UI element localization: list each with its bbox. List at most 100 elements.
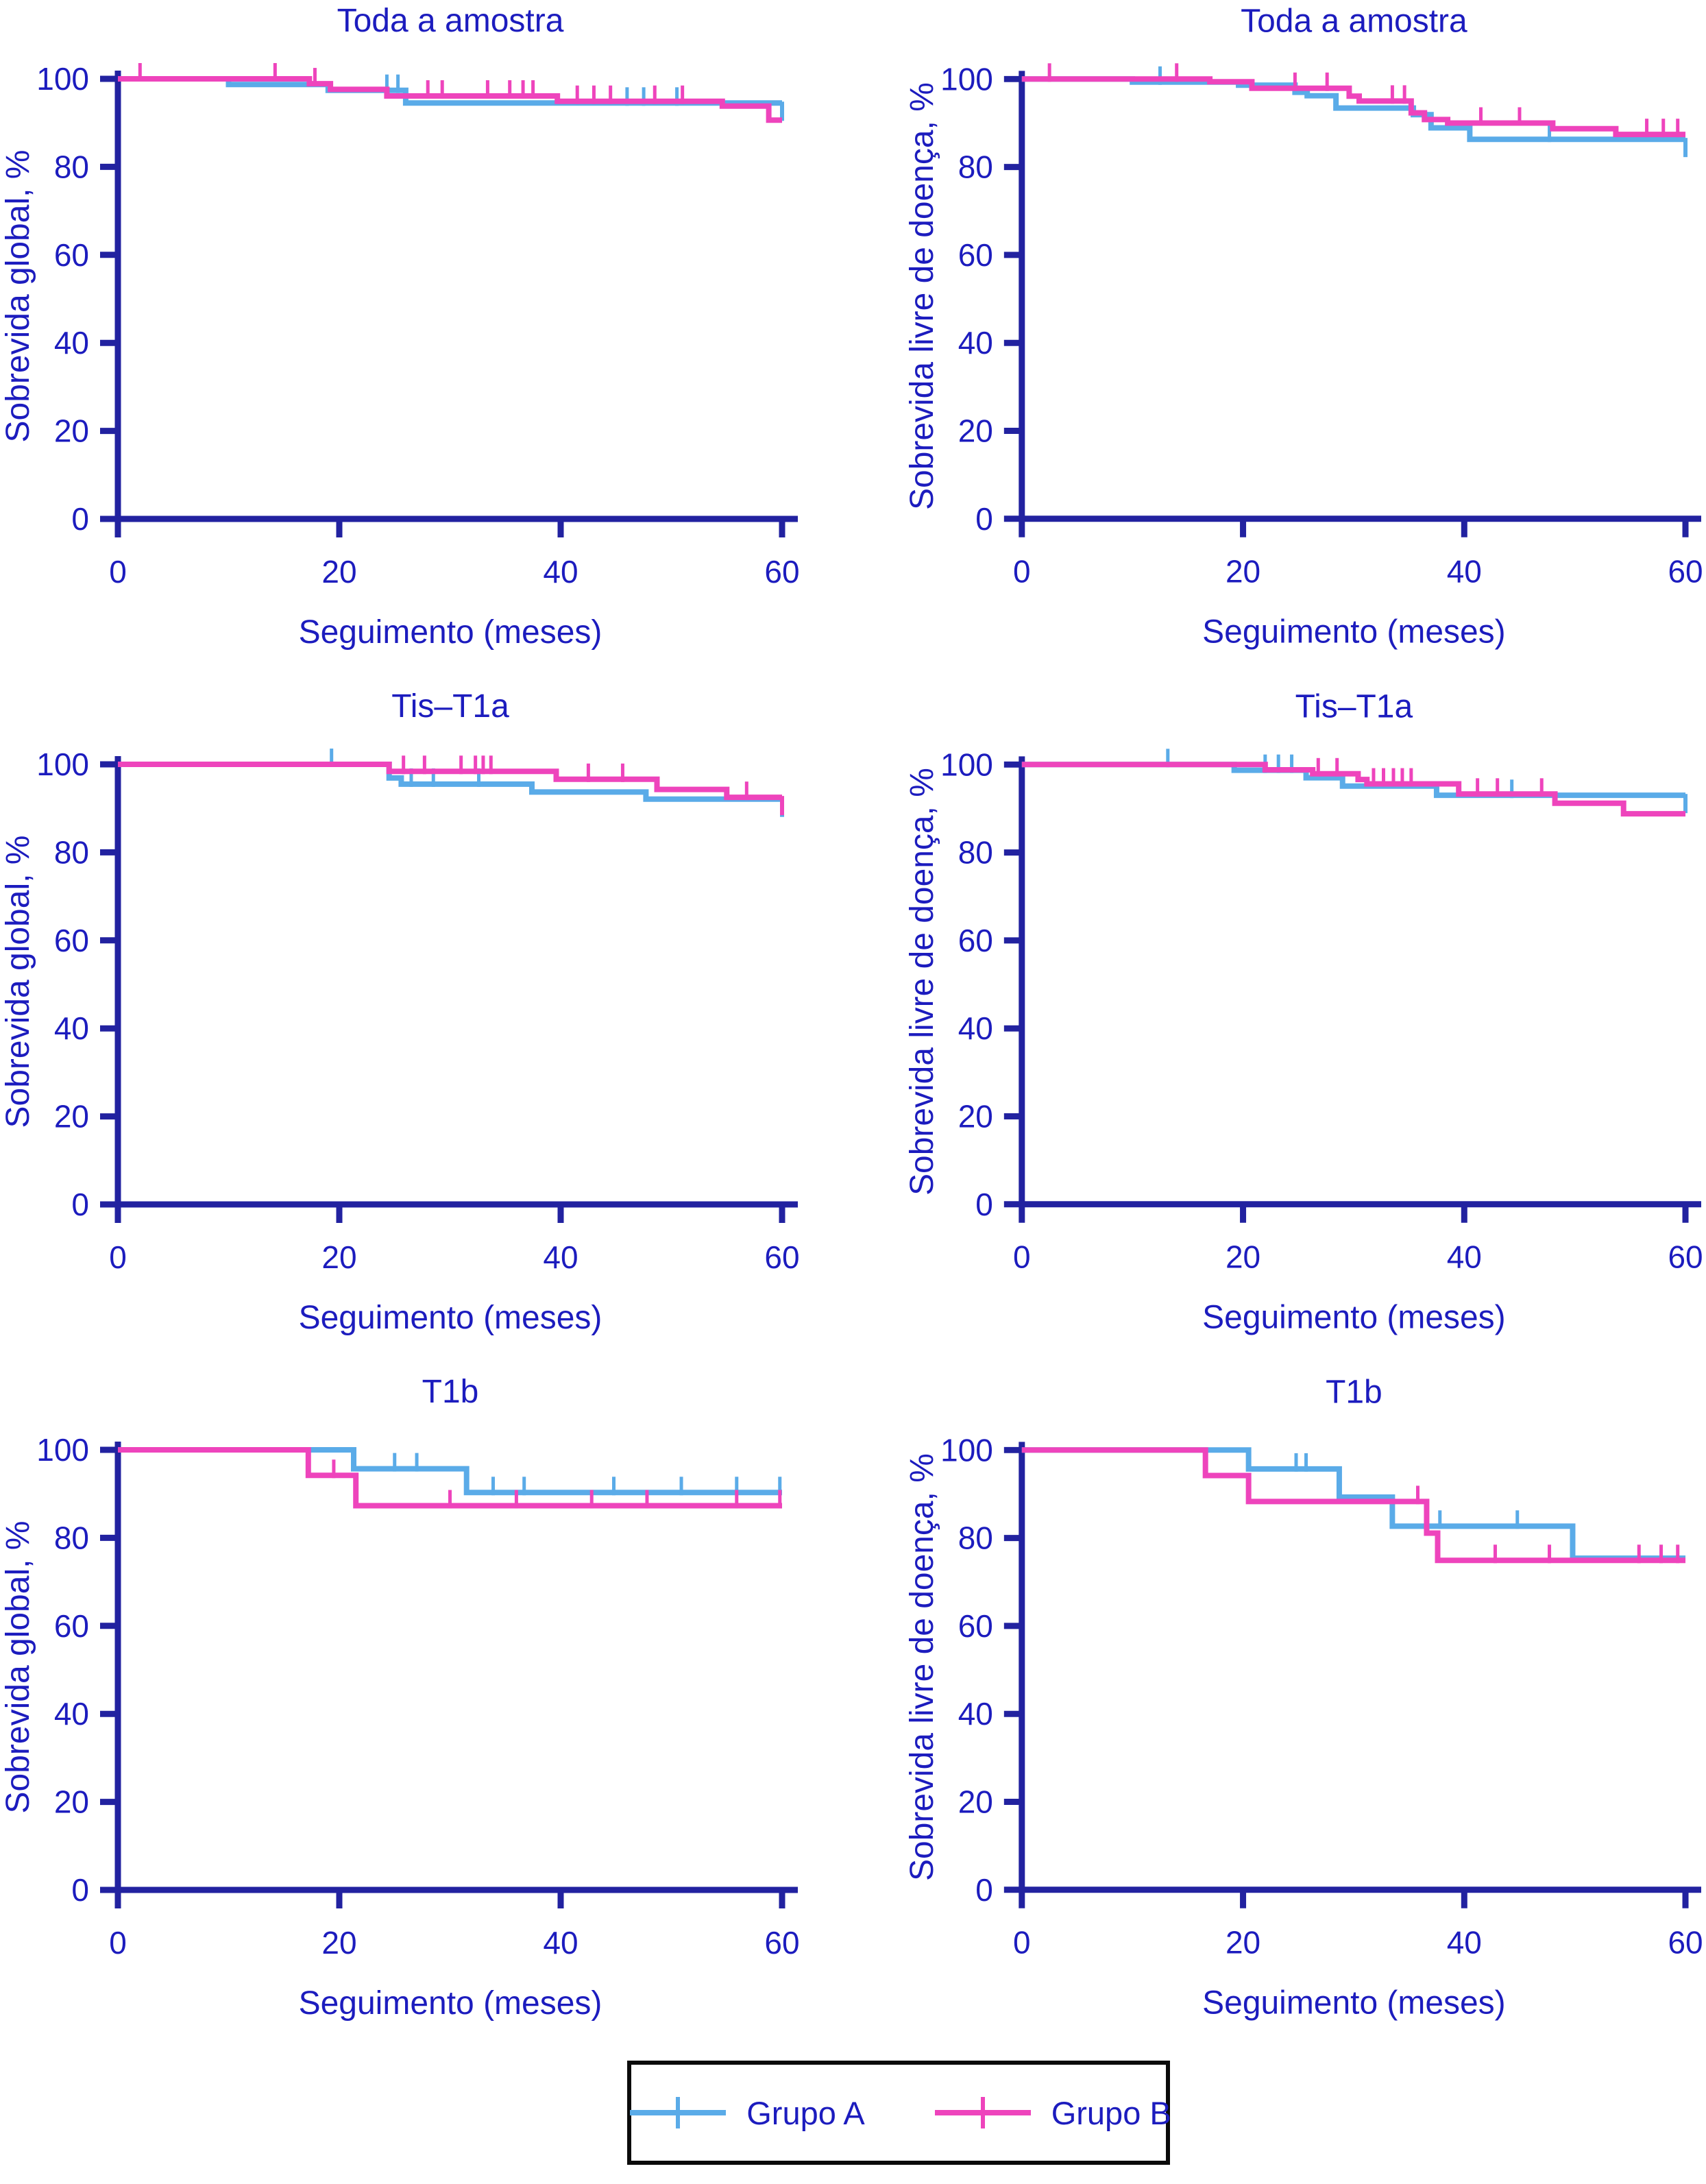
y-tick-label: 100: [940, 61, 993, 97]
chart-os-tis-t1a: Tis–T1a 0 20 40 60 80 100 0 20 40 60 Seguimento (me…: [0, 688, 800, 1336]
y-tick-label: 0: [71, 1187, 89, 1222]
y-tick-label: 100: [36, 747, 89, 782]
y-tick-label: 80: [958, 149, 993, 185]
y-axis-label: Sobrevida livre de doença, %: [904, 82, 940, 510]
x-tick-label: 60: [1668, 1925, 1703, 1961]
x-tick-label: 60: [1668, 1239, 1703, 1275]
y-tick-label: 40: [958, 325, 993, 361]
y-tick-label: 0: [71, 1872, 89, 1908]
chart-os-toda-a-amostra: Toda a amostra 0 20 40 60 80 100 0 20 40 60 Seguime…: [0, 3, 800, 651]
x-tick-label: 20: [321, 1239, 356, 1275]
legend-label-grupo-a: Grupo A: [746, 2094, 865, 2131]
y-tick-label: 100: [36, 1432, 89, 1468]
y-tick-label: 20: [54, 1784, 89, 1820]
legend: Grupo A Grupo B: [626, 2061, 1171, 2165]
x-tick-label: 60: [764, 1925, 799, 1961]
x-tick-label: 0: [1013, 1925, 1031, 1961]
x-tick-label: 60: [1668, 554, 1703, 590]
y-axis-label: Sobrevida global, %: [0, 150, 36, 443]
chart-dfs-tis-t1a: Tis–T1a 0 20 40 60 80 100 0 20 40 60 Seguimento (me…: [904, 688, 1703, 1335]
y-tick-label: 80: [54, 834, 89, 870]
x-tick-label: 0: [1013, 554, 1031, 590]
x-tick-label: 60: [764, 554, 799, 590]
panel-os-toda-a-amostra: Toda a amostra 0 20 40 60 80 100 0 20 40 60 Seguime…: [0, 0, 853, 685]
x-tick-label: 20: [1226, 554, 1260, 590]
y-tick-label: 40: [54, 325, 89, 361]
series-grupo-a: [118, 749, 784, 817]
survival-step-curve: [1021, 76, 1686, 138]
x-tick-label: 40: [1447, 1239, 1482, 1275]
x-tick-label: 0: [109, 554, 127, 590]
y-tick-label: 40: [54, 1696, 89, 1732]
panel-os-tis-t1a: Tis–T1a 0 20 40 60 80 100 0 20 40 60 Seguimento (me…: [0, 685, 853, 1371]
y-tick-label: 20: [958, 1098, 993, 1134]
legend-item-grupo-b: Grupo B: [931, 2091, 1171, 2134]
y-tick-label: 80: [958, 835, 993, 871]
series-grupo-b: [1021, 757, 1686, 817]
y-tick-label: 0: [975, 1872, 993, 1908]
panel-title: T1b: [422, 1374, 479, 1410]
y-tick-label: 60: [54, 1608, 89, 1644]
chart-dfs-t1b: T1b 0 20 40 60 80 100 0 20 40 60 Seguimento (meses)…: [904, 1374, 1703, 2022]
y-tick-label: 40: [958, 1696, 993, 1732]
survival-step-curve: [1021, 1447, 1686, 1562]
grupo-b-line-marker: [934, 2097, 1031, 2128]
grupo-a-line-marker: [630, 2097, 727, 2128]
survival-step-curve: [1021, 1447, 1686, 1564]
x-tick-label: 20: [1226, 1239, 1260, 1275]
legend-item-grupo-a: Grupo A: [626, 2091, 865, 2134]
x-axis-label: Seguimento (meses): [299, 1300, 602, 1336]
panel-title: Tis–T1a: [1295, 688, 1413, 725]
survival-step-curve: [118, 1447, 782, 1496]
panel-dfs-tis-t1a: Tis–T1a 0 20 40 60 80 100 0 20 40 60 Seguimento (me…: [853, 685, 1706, 1371]
survival-step-curve: [1021, 762, 1686, 817]
x-tick-label: 40: [1447, 554, 1482, 590]
y-tick-label: 40: [958, 1010, 993, 1046]
survival-step-curve: [118, 762, 782, 801]
y-axis-label: Sobrevida global, %: [0, 1521, 36, 1814]
y-tick-label: 20: [958, 1784, 993, 1819]
x-tick-label: 0: [109, 1239, 127, 1275]
y-tick-label: 100: [940, 747, 993, 782]
x-tick-label: 40: [543, 554, 578, 590]
y-axis-label: Sobrevida livre de doença, %: [904, 768, 940, 1196]
panel-title: T1b: [1326, 1374, 1382, 1410]
chart-dfs-toda-a-amostra: Toda a amostra 0 20 40 60 80 100 0 20 40 60 Seguime…: [904, 3, 1703, 651]
x-tick-label: 20: [1226, 1925, 1260, 1961]
series-grupo-b: [118, 755, 784, 816]
y-tick-label: 0: [975, 1187, 993, 1222]
x-axis-label: Seguimento (meses): [299, 614, 602, 651]
x-tick-label: 60: [764, 1239, 799, 1275]
x-tick-label: 20: [321, 554, 356, 590]
panel-dfs-toda-a-amostra: Toda a amostra 0 20 40 60 80 100 0 20 40 60 Seguime…: [853, 0, 1706, 685]
panel-dfs-t1b: T1b 0 20 40 60 80 100 0 20 40 60 Seguimento (meses)…: [853, 1371, 1706, 2056]
y-tick-label: 60: [958, 923, 993, 958]
y-axis-label: Sobrevida livre de doença, %: [904, 1453, 940, 1881]
series-grupo-b: [1021, 1447, 1686, 1564]
y-tick-label: 60: [958, 237, 993, 273]
series-grupo-b: [118, 1447, 782, 1509]
x-tick-label: 40: [543, 1925, 578, 1961]
x-axis-label: Seguimento (meses): [1202, 1985, 1505, 2022]
x-axis-label: Seguimento (meses): [1202, 614, 1505, 651]
y-tick-label: 20: [54, 1099, 89, 1135]
panel-title: Tis–T1a: [391, 688, 509, 725]
y-tick-label: 0: [71, 501, 89, 537]
x-tick-label: 40: [1447, 1925, 1482, 1961]
y-tick-label: 20: [54, 413, 89, 449]
legend-label-grupo-b: Grupo B: [1051, 2094, 1171, 2131]
y-tick-label: 60: [54, 237, 89, 273]
survival-step-curve: [1021, 762, 1686, 799]
y-tick-label: 20: [958, 413, 993, 448]
y-tick-label: 100: [36, 61, 89, 97]
series-grupo-b: [1021, 63, 1686, 138]
y-axis-label: Sobrevida global, %: [0, 836, 36, 1128]
panel-title: Toda a amostra: [337, 3, 564, 39]
y-tick-label: 40: [54, 1010, 89, 1046]
y-tick-label: 80: [54, 1520, 89, 1555]
x-tick-label: 0: [109, 1925, 127, 1961]
y-tick-label: 80: [54, 149, 89, 184]
x-tick-label: 40: [543, 1239, 578, 1275]
y-tick-label: 60: [958, 1608, 993, 1644]
panel-os-t1b: T1b 0 20 40 60 80 100 0 20 40 60 Seguimento (meses)…: [0, 1371, 853, 2056]
